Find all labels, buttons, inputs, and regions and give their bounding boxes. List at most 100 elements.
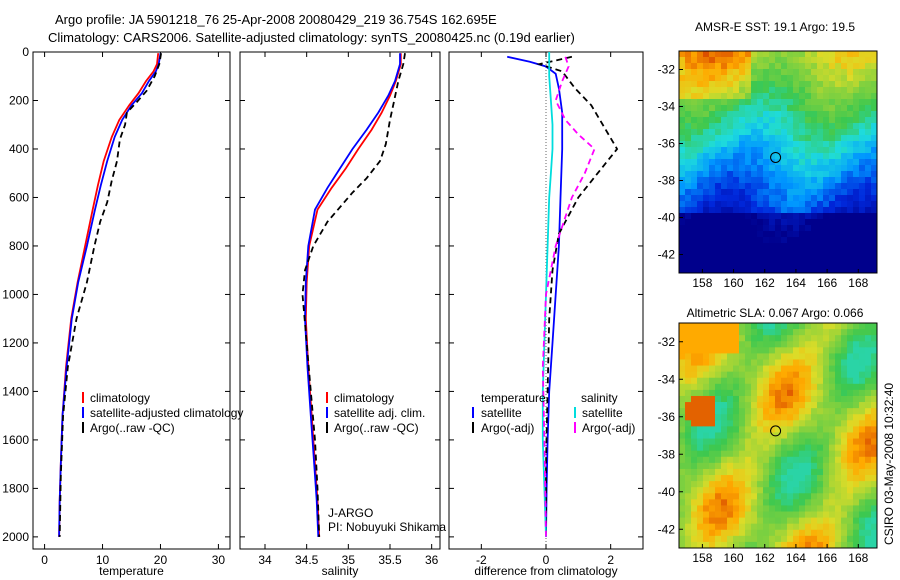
heatmap-cell xyxy=(763,267,770,274)
heatmap-cell xyxy=(793,249,800,256)
heatmap-cell xyxy=(853,219,860,226)
heatmap-cell xyxy=(697,267,704,274)
heatmap-cell xyxy=(841,341,848,348)
heatmap-cell xyxy=(853,75,860,82)
heatmap-cell xyxy=(841,57,848,64)
heatmap-cell xyxy=(859,444,866,452)
heatmap-cell xyxy=(769,141,776,148)
y-tick-label: 1400 xyxy=(2,384,29,398)
heatmap-cell xyxy=(817,213,824,220)
map-frame xyxy=(678,322,878,549)
heatmap-cell xyxy=(835,249,842,256)
sla-map-title: Altimetric SLA: 0.067 Argo: 0.066 xyxy=(687,306,864,320)
map-x-tick-label: 158 xyxy=(692,276,712,290)
heatmap-cell xyxy=(679,481,686,488)
heatmap-cell xyxy=(757,462,764,470)
heatmap-cell xyxy=(733,177,740,184)
heatmap-cell xyxy=(823,267,830,274)
y-tick-label: 600 xyxy=(9,190,29,204)
heatmap-cell xyxy=(847,408,854,415)
heatmap-cell xyxy=(763,481,770,488)
heatmap-cell xyxy=(835,444,842,452)
y-tick-label: 1600 xyxy=(2,433,29,447)
heatmap-cell xyxy=(751,69,758,76)
heatmap-cell xyxy=(733,129,740,136)
heatmap-cell xyxy=(751,468,758,476)
map-y-tick-label: -34 xyxy=(658,100,676,114)
heatmap-cell xyxy=(727,402,734,409)
heatmap-cell xyxy=(691,359,698,366)
heatmap-cell xyxy=(775,341,782,348)
heatmap-cell xyxy=(715,487,722,494)
heatmap-cell xyxy=(691,335,698,342)
heatmap-cell xyxy=(685,69,692,76)
heatmap-cell xyxy=(835,426,842,433)
heatmap-cell xyxy=(727,87,734,94)
heatmap-cell xyxy=(841,117,848,124)
heatmap-cell xyxy=(847,105,854,112)
heatmap-cell xyxy=(709,420,716,427)
heatmap-cell xyxy=(865,517,872,525)
heatmap-cell xyxy=(787,177,794,184)
heatmap-cell xyxy=(685,153,692,160)
heatmap-cell xyxy=(691,377,698,385)
heatmap-cell xyxy=(679,105,686,112)
heatmap-cell xyxy=(727,475,734,482)
heatmap-cell xyxy=(739,87,746,94)
heatmap-cell xyxy=(745,57,752,64)
heatmap-cell xyxy=(871,87,878,94)
heatmap-cell xyxy=(697,63,704,70)
heatmap-cell xyxy=(703,261,710,268)
heatmap-cell xyxy=(793,475,800,482)
heatmap-cell xyxy=(691,493,698,500)
heatmap-cell xyxy=(865,255,872,262)
heatmap-cell xyxy=(787,249,794,256)
heatmap-cell xyxy=(823,111,830,118)
heatmap-cell xyxy=(787,171,794,178)
heatmap-cell xyxy=(835,432,842,439)
map-y-tick-label: -42 xyxy=(658,248,676,262)
heatmap-cell xyxy=(793,389,800,397)
heatmap-cell xyxy=(679,159,686,166)
heatmap-cell xyxy=(859,141,866,148)
y-tick-label: 800 xyxy=(9,239,29,253)
heatmap-cell xyxy=(775,438,782,446)
heatmap-cell xyxy=(811,225,818,232)
heatmap-cell xyxy=(793,189,800,196)
heatmap-cell xyxy=(793,517,800,525)
heatmap-cell xyxy=(721,426,728,433)
heatmap-cell xyxy=(757,487,764,494)
heatmap-cell xyxy=(835,481,842,488)
heatmap-cell xyxy=(763,402,770,409)
heatmap-cell xyxy=(763,171,770,178)
heatmap-cell xyxy=(817,420,824,427)
heatmap-cell xyxy=(865,171,872,178)
heatmap-cell xyxy=(679,99,686,106)
heatmap-cell xyxy=(847,517,854,525)
heatmap-cell xyxy=(811,541,818,549)
heatmap-cell xyxy=(859,51,866,58)
heatmap-cell xyxy=(769,93,776,100)
heatmap-cell xyxy=(829,231,836,238)
heatmap-cell xyxy=(751,487,758,494)
heatmap-cell xyxy=(823,481,830,488)
heatmap-cell xyxy=(763,189,770,196)
heatmap-cell xyxy=(727,141,734,148)
heatmap-cell xyxy=(721,243,728,250)
heatmap-cell xyxy=(733,261,740,268)
heatmap-cell xyxy=(703,51,710,58)
heatmap-cell xyxy=(721,329,728,336)
heatmap-cell xyxy=(787,231,794,238)
map-y-tick-label: -32 xyxy=(658,335,676,349)
heatmap-cell xyxy=(757,153,764,160)
heatmap-cell xyxy=(817,129,824,136)
heatmap-cell xyxy=(865,87,872,94)
heatmap-cell xyxy=(823,402,830,409)
heatmap-cell xyxy=(715,261,722,268)
heatmap-cell xyxy=(685,189,692,196)
heatmap-cell xyxy=(865,511,872,518)
heatmap-cell xyxy=(733,444,740,452)
heatmap-cell xyxy=(763,135,770,142)
heatmap-cell xyxy=(739,219,746,226)
heatmap-cell xyxy=(829,159,836,166)
